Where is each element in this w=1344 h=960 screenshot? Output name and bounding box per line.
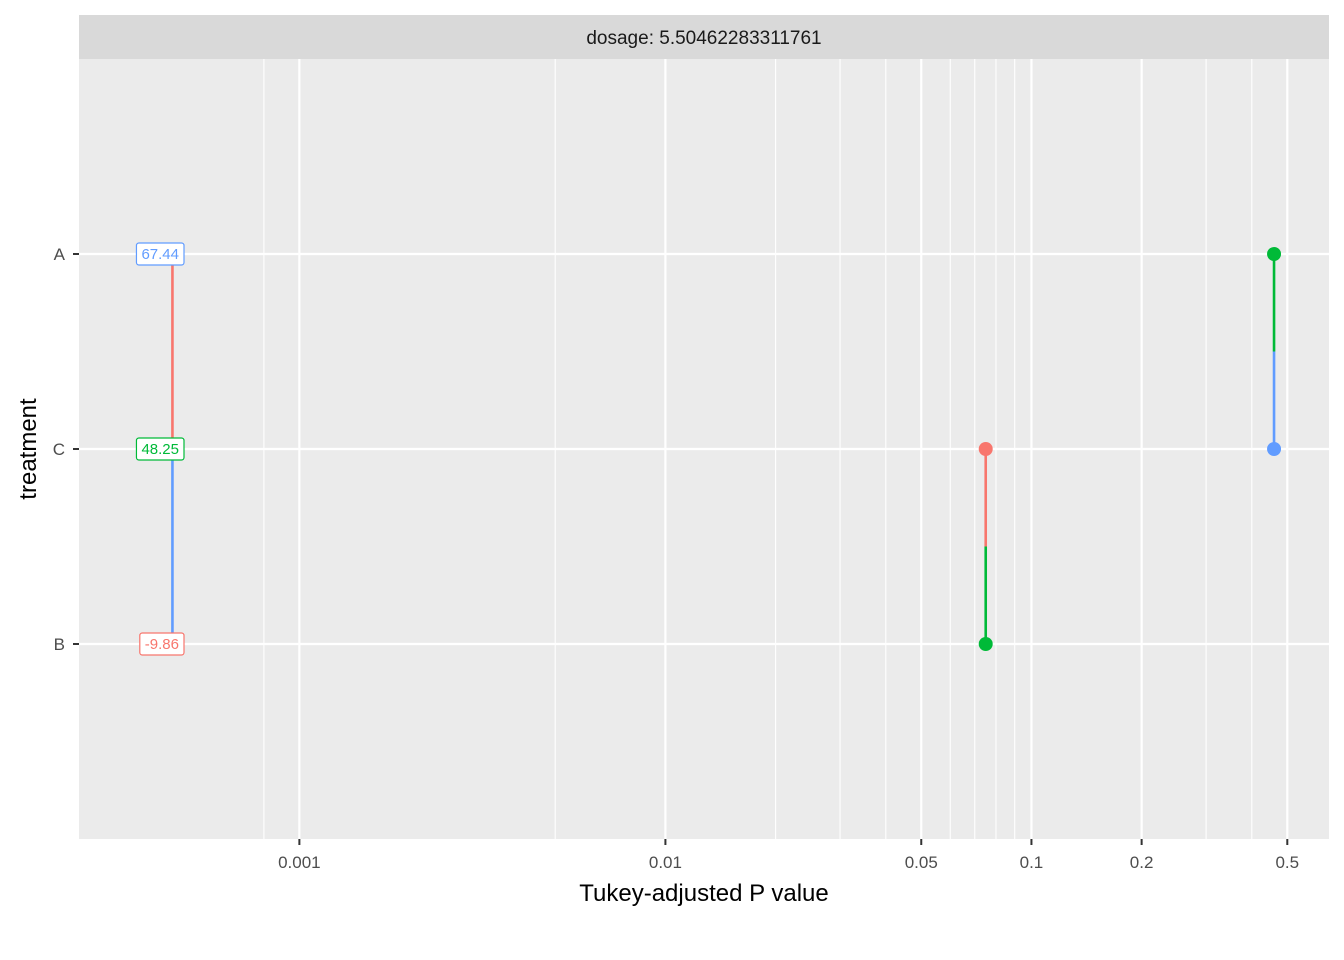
x-tick-label: 0.5 [1275, 853, 1299, 872]
estimate-label: 48.25 [141, 441, 179, 458]
x-tick-label: 0.05 [905, 853, 938, 872]
x-axis: 0.001 0.01 0.05 0.1 0.2 0.5 [278, 839, 1299, 872]
x-tick-label: 0.01 [649, 853, 682, 872]
estimate-label: 67.44 [141, 246, 179, 263]
comparison-point [978, 637, 993, 651]
estimate-label-box: -9.86 [139, 632, 185, 656]
estimate-labels: 67.44 48.25 -9.86 [135, 242, 185, 656]
estimate-label-frame [135, 242, 185, 266]
major-gridlines [79, 59, 1329, 839]
y-tick-label: B [54, 635, 65, 654]
y-axis: B C A [53, 245, 79, 654]
comparison-segments [171, 254, 1276, 644]
y-tick-label: A [54, 245, 66, 264]
comparison-point [1267, 442, 1282, 456]
facet-strip [79, 15, 1329, 59]
comparison-point [978, 442, 993, 456]
y-axis-title: treatment [15, 398, 42, 500]
estimate-label-frame [139, 632, 185, 656]
x-tick-label: 0.001 [278, 853, 321, 872]
x-tick-label: 0.1 [1020, 853, 1044, 872]
estimate-label-box: 48.25 [135, 437, 185, 461]
estimate-label-box: 67.44 [135, 242, 185, 266]
x-tick-label: 0.2 [1130, 853, 1154, 872]
y-tick-label: C [53, 440, 65, 459]
comparison-point [1267, 247, 1282, 261]
facet-strip-label: dosage: 5.50462283311761 [586, 28, 821, 49]
estimate-label: -9.86 [145, 636, 179, 653]
estimate-label-frame [135, 437, 185, 461]
x-axis-title: Tukey-adjusted P value [579, 880, 828, 907]
